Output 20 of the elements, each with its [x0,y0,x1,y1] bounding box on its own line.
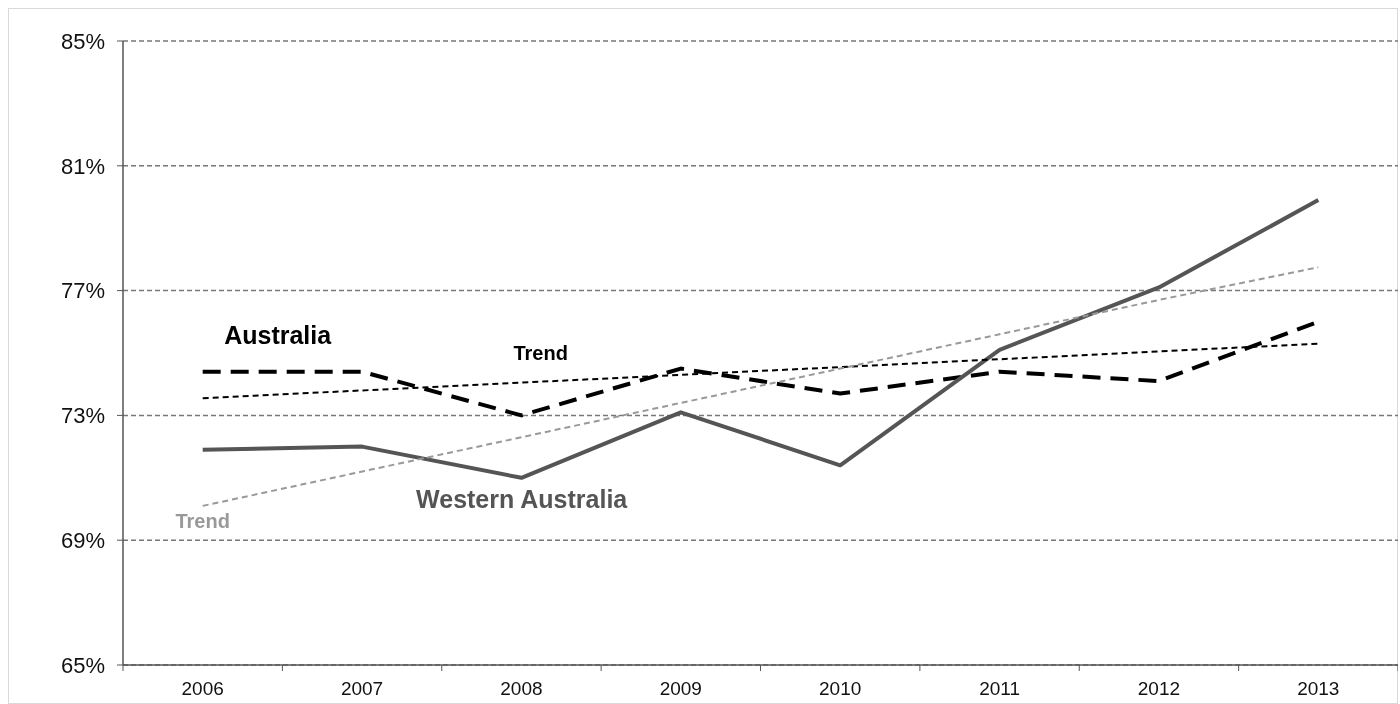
x-tick-label: 2008 [500,678,543,699]
y-tick-label: 69% [60,527,105,553]
y-tick-label: 85% [60,28,105,54]
x-tick-label: 2006 [181,678,224,699]
series-label: Trend [175,509,230,532]
x-tick-label: 2007 [340,678,384,699]
series-label: Australia [224,321,333,350]
x-tick-label: 2013 [1297,678,1340,699]
y-tick-label: 65% [60,652,105,678]
series-label: Trend [513,342,568,365]
x-tick-label: 2012 [1137,678,1181,699]
y-tick-label: 77% [60,278,105,304]
x-tick-label: 2011 [979,678,1020,699]
line-series [200,198,1321,480]
line-series [201,266,1320,507]
y-tick-label: 73% [60,403,105,429]
x-tick-label: 2010 [819,678,862,699]
y-tick-label: 81% [60,153,105,179]
series-label: Western Australia [416,485,629,514]
x-tick-label: 2009 [659,678,702,699]
